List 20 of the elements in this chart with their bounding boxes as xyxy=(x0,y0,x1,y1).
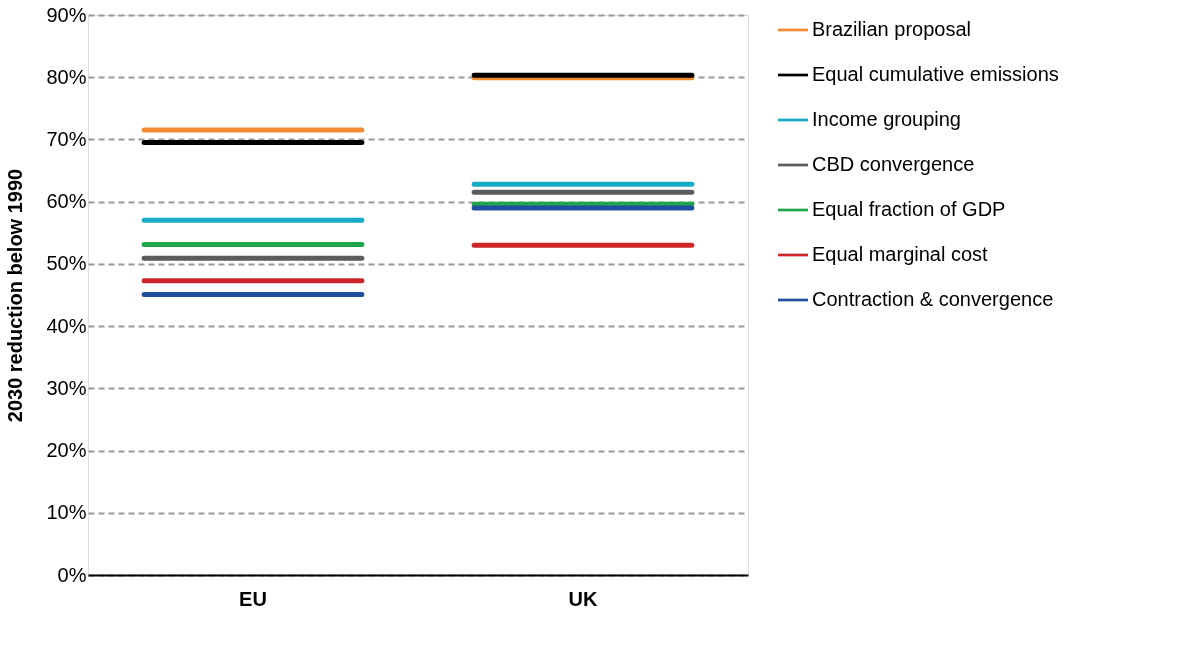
y-tick-label: 90% xyxy=(46,3,87,26)
y-tick-label: 40% xyxy=(46,314,87,337)
y-tick-label: 30% xyxy=(46,376,87,399)
y-tick-label: 10% xyxy=(46,501,87,524)
y-tick-label: 70% xyxy=(46,127,87,150)
legend-label: CBD convergence xyxy=(812,153,975,175)
y-tick-label: 0% xyxy=(57,563,87,586)
y-tick-label: 60% xyxy=(46,190,87,213)
y-tick-label: 80% xyxy=(46,65,87,88)
x-tick-label: UK xyxy=(568,587,598,610)
y-tick-label: 20% xyxy=(46,439,87,462)
y-tick-label: 50% xyxy=(46,252,87,275)
legend-label: Equal fraction of GDP xyxy=(812,198,1006,220)
x-tick-label: EU xyxy=(239,587,267,610)
legend-label: Income grouping xyxy=(812,108,961,130)
legend-label: Equal marginal cost xyxy=(812,243,989,265)
legend-label: Contraction & convergence xyxy=(812,288,1054,310)
y-axis-title: 2030 reduction below 1990 xyxy=(4,168,27,423)
legend-label: Brazilian proposal xyxy=(812,18,971,40)
legend-label: Equal cumulative emissions xyxy=(812,63,1059,85)
